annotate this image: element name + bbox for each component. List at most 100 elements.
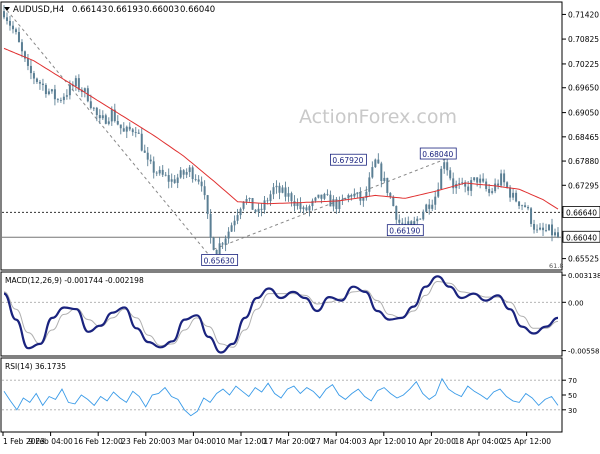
candle-body [32,73,35,79]
candle-body [344,198,347,200]
candle-body [557,232,559,237]
candle-body [176,177,179,183]
candle-body [338,200,341,210]
ohlc-high: 0.66193 [108,5,143,15]
candle-body [110,109,113,122]
candle-body [197,179,200,182]
time-tick-label: 17 Mar 20:00 [264,437,314,446]
price-tick-label: 0.67295 [568,181,599,190]
candle-body [95,107,98,116]
candle-body [38,81,41,84]
candle-body [329,194,332,207]
candle-body [209,213,212,238]
price-tick-label: 0.69050 [568,109,599,118]
candle-body [479,178,482,183]
candles-group [3,5,559,256]
candle-body [356,192,359,194]
candle-body [104,115,107,124]
price-annotation-box [201,254,239,266]
candle-body [23,51,26,59]
time-tick-label: 3 Apr 12:00 [362,437,406,446]
candle-body [224,238,227,245]
candle-body [179,170,182,178]
price-annotation-label: 0.68040 [422,150,453,159]
candle-body [413,221,416,225]
candle-body [539,227,542,230]
candle-body [155,172,158,174]
dropdown-triangle-icon[interactable] [4,7,10,11]
macd-pane: MACD(12,26,9) -0.001744 -0.002198 0.00313… [2,272,600,356]
price-pane: 0.71420 0.70825 0.70225 0.69650 0.69050 0.684… [2,5,600,270]
candle-body [182,170,185,175]
candle-body [422,211,425,220]
candle-body [167,175,170,182]
price-annotation-box [330,153,367,166]
candle-body [5,17,8,21]
candle-body [260,208,263,210]
moving-average-line [3,47,559,210]
watermark: ActionForex.com [299,106,457,128]
candle-body [281,187,284,193]
candle-body [44,84,47,95]
candle-body [527,206,530,209]
candle-body [218,243,221,255]
candle-body [92,107,95,109]
rsi-tick-label: 70 [568,377,577,385]
candle-body [383,177,386,182]
candle-body [497,183,500,186]
candle-body [185,172,188,175]
candle-body [8,20,11,26]
candle-body [131,129,134,133]
candle-body [122,128,125,132]
candle-body [263,200,266,210]
candle-body [404,223,407,225]
candle-body [50,89,53,92]
candle-body [206,195,209,214]
candle-body [158,169,161,174]
candle-body [230,225,233,232]
candle-body [17,32,20,43]
candle-body [521,205,524,207]
trend-line [6,9,209,254]
time-tick-label: 10 Apr 20:00 [407,437,456,446]
candle-body [533,223,536,230]
candle-body [530,208,533,224]
candle-body [449,170,452,179]
candle-body [269,194,272,202]
candle-body [254,209,257,212]
candle-body [551,224,554,236]
candle-body [14,29,17,33]
candle-body [227,231,230,239]
candle-body [191,167,194,180]
candle-body [446,162,449,171]
candle-body [203,186,206,196]
candle-body [443,162,446,169]
candle-body [488,188,491,193]
candle-body [59,99,62,101]
candle-body [35,78,38,82]
price-tick-label: 0.71420 [568,10,599,19]
candle-body [164,174,167,176]
time-tick-label: 9 Feb 04:00 [28,437,73,446]
candle-body [509,187,512,198]
candle-body [473,177,476,181]
candle-body [548,224,551,231]
candle-body [554,232,557,236]
candle-body [371,167,374,178]
candle-body [476,177,479,183]
price-level-tag-label: 0.66640 [566,208,597,217]
candle-body [524,205,527,207]
price-tick-label: 0.67880 [568,157,599,166]
candle-body [311,200,314,207]
candle-body [482,178,485,182]
candle-body [152,161,155,173]
candle-body [140,133,143,151]
price-level-tag [562,230,600,243]
time-tick-label: 16 Feb 12:00 [74,437,123,446]
candle-body [407,221,410,225]
ohlc-open: 0.66143 [72,5,107,15]
price-level-tag-label: 0.66040 [566,233,597,242]
candle-body [119,124,122,129]
candle-body [89,101,92,109]
